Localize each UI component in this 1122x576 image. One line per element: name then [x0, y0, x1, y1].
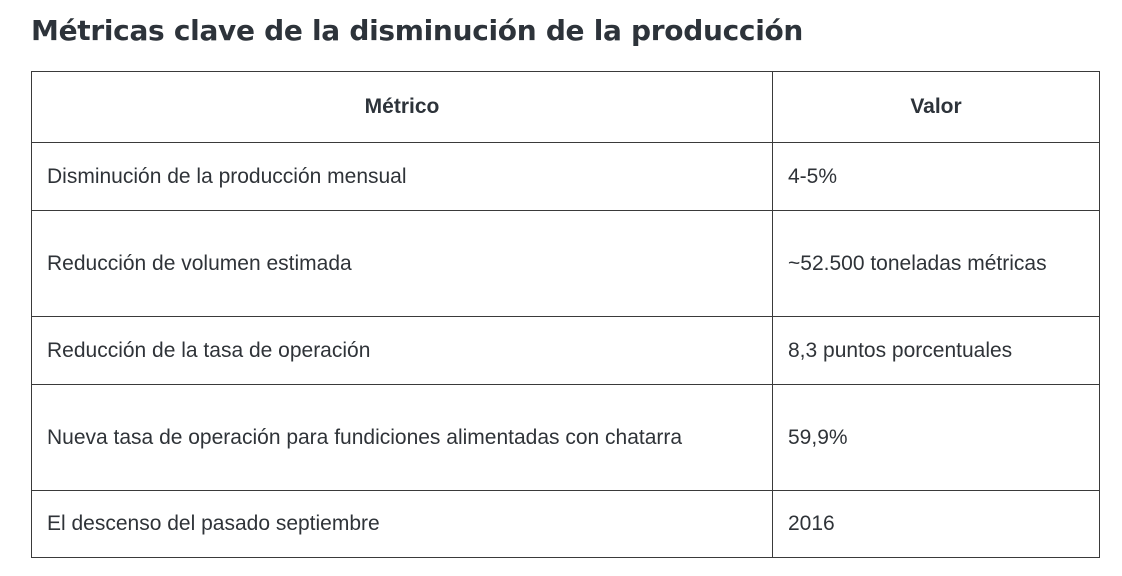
metric-cell: El descenso del pasado septiembre	[31, 490, 773, 558]
column-header-metric: Métrico	[31, 71, 773, 143]
table-header-row: Métrico Valor	[31, 71, 1100, 143]
value-cell: 8,3 puntos porcentuales	[772, 316, 1100, 385]
table-row: Reducción de volumen estimada ~52.500 to…	[31, 210, 1100, 317]
value-cell: 2016	[772, 490, 1100, 558]
metrics-table: Métrico Valor Disminución de la producci…	[31, 71, 1100, 558]
metric-cell: Reducción de la tasa de operación	[31, 316, 773, 385]
value-cell: ~52.500 toneladas métricas	[772, 210, 1100, 317]
table-row: Disminución de la producción mensual 4-5…	[31, 142, 1100, 211]
table-row: El descenso del pasado septiembre 2016	[31, 490, 1100, 558]
table-row: Reducción de la tasa de operación 8,3 pu…	[31, 316, 1100, 385]
metric-cell: Nueva tasa de operación para fundiciones…	[31, 384, 773, 491]
column-header-value: Valor	[772, 71, 1100, 143]
table-row: Nueva tasa de operación para fundiciones…	[31, 384, 1100, 491]
value-cell: 4-5%	[772, 142, 1100, 211]
metric-cell: Disminución de la producción mensual	[31, 142, 773, 211]
page-title: Métricas clave de la disminución de la p…	[31, 14, 804, 47]
value-cell: 59,9%	[772, 384, 1100, 491]
metric-cell: Reducción de volumen estimada	[31, 210, 773, 317]
